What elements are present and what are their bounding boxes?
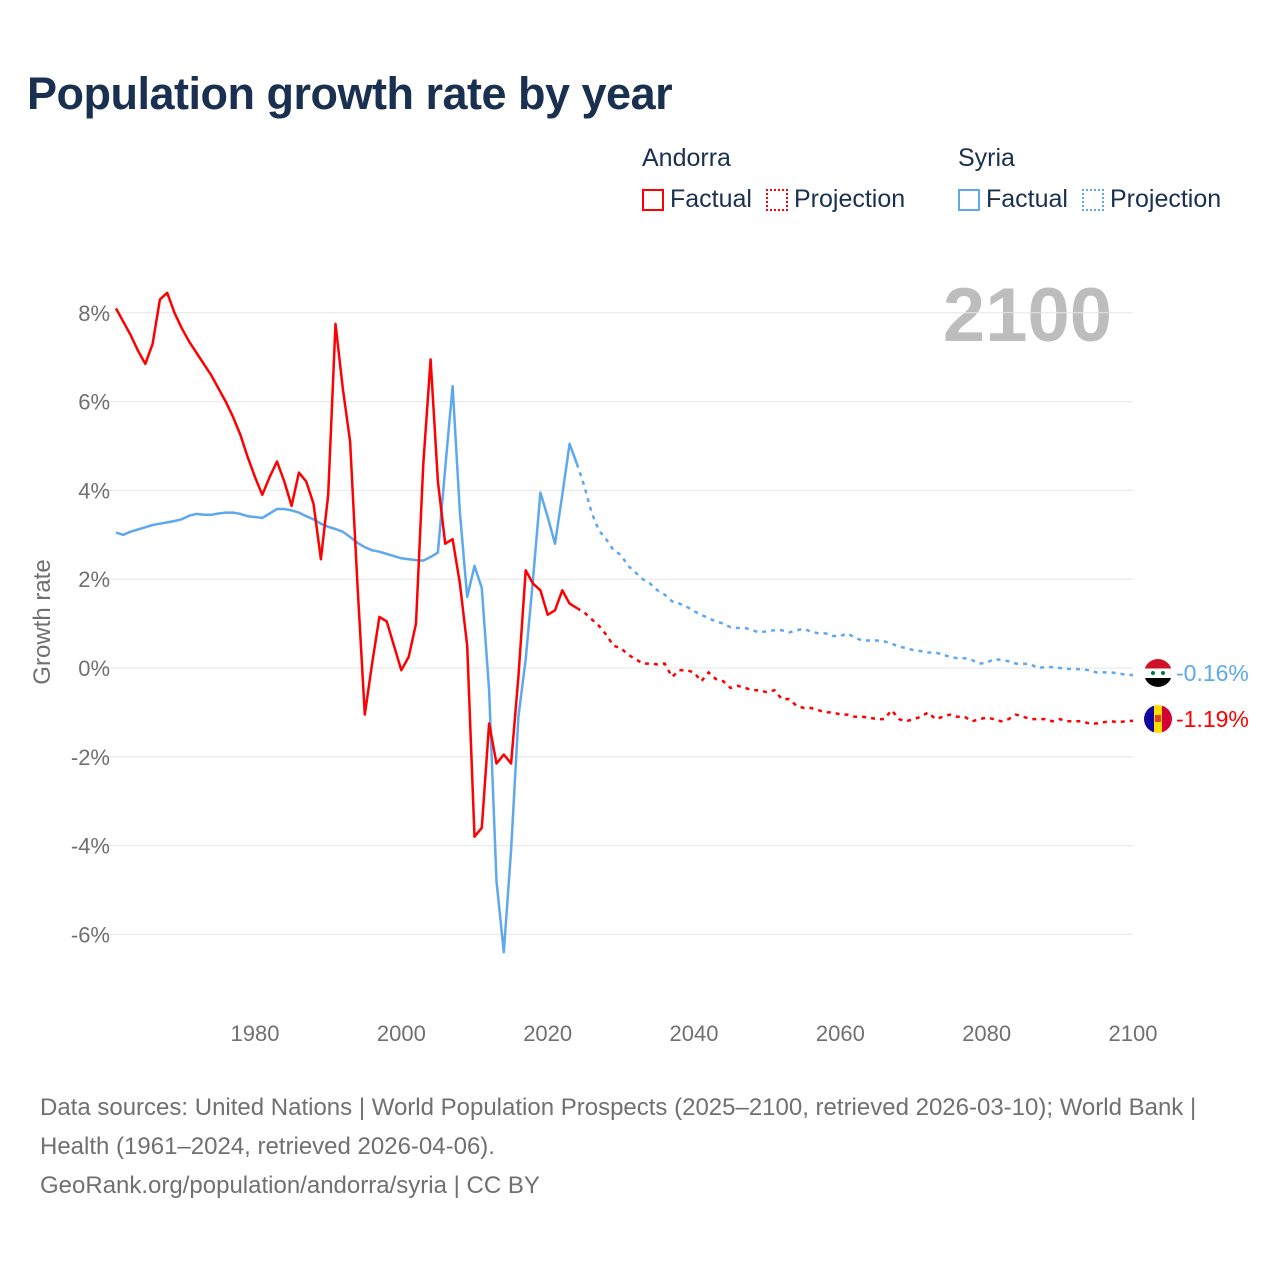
legend-andorra-projection[interactable]: Projection <box>765 185 906 214</box>
legend-syria: Syria Factual Projection <box>958 144 1221 214</box>
data-sources: Data sources: United Nations | World Pop… <box>40 1094 1197 1160</box>
syria-end-label: -0.16% <box>1176 660 1249 686</box>
syria-flag-icon <box>1144 659 1172 687</box>
legend-andorra: Andorra Factual Projection <box>642 144 905 214</box>
syria-projection-line <box>575 463 1134 677</box>
legend-syria-factual[interactable]: Factual <box>958 185 1068 214</box>
legend-swatch-solid <box>958 188 980 211</box>
legend-swatch-dotted <box>1081 188 1104 211</box>
x-tick-label: 2040 <box>670 1021 719 1046</box>
legend-label: Projection <box>793 185 906 213</box>
y-tick-label: 8% <box>78 301 110 326</box>
credit-link[interactable]: GeoRank.org/population/andorra/syria | C… <box>40 1172 540 1199</box>
page-title: Population growth rate by year <box>27 68 673 119</box>
x-tick-label: 2000 <box>377 1021 426 1046</box>
legend-country-label: Andorra <box>642 144 731 172</box>
legend-country-label: Syria <box>958 144 1015 172</box>
y-tick-label: 6% <box>78 390 110 415</box>
y-tick-label: 2% <box>78 567 110 592</box>
x-tick-label: 2100 <box>1109 1021 1158 1046</box>
y-tick-label: -2% <box>71 745 110 770</box>
x-tick-label: 2060 <box>816 1021 865 1046</box>
legend-swatch-dotted <box>765 188 788 211</box>
year-watermark: 2100 <box>942 273 1112 358</box>
legend-andorra-factual[interactable]: Factual <box>642 185 752 214</box>
andorra-end-label: -1.19% <box>1176 706 1249 732</box>
andorra-projection-line <box>576 607 1134 725</box>
legend-label: Projection <box>1109 185 1222 213</box>
syria-factual-line <box>115 384 579 954</box>
x-tick-label: 2020 <box>523 1021 572 1046</box>
x-tick-label: 1980 <box>231 1021 280 1046</box>
footer: Data sources: United Nations | World Pop… <box>40 1088 1240 1205</box>
y-tick-label: 4% <box>78 478 110 503</box>
y-tick-label: -6% <box>71 922 110 947</box>
y-tick-label: 0% <box>78 656 110 681</box>
legend-label: Factual <box>986 185 1068 213</box>
legend-label: Factual <box>670 185 752 213</box>
x-tick-label: 2080 <box>962 1021 1011 1046</box>
legend-syria-projection[interactable]: Projection <box>1081 185 1222 214</box>
andorra-flag-icon <box>1144 705 1172 733</box>
y-axis-label: Growth rate <box>29 559 56 684</box>
legend-swatch-solid <box>642 188 664 211</box>
andorra-factual-line <box>114 291 578 838</box>
y-tick-label: -4% <box>71 834 110 859</box>
